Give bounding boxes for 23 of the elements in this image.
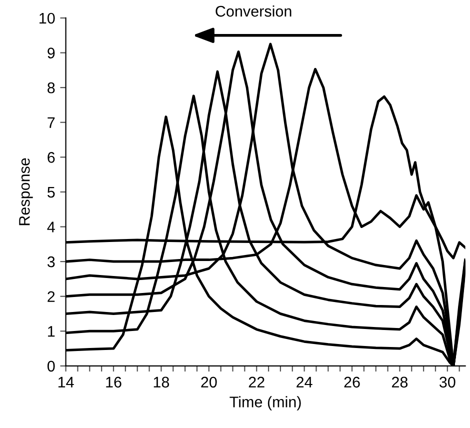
x-tick-label: 14 (58, 376, 74, 388)
x-tick-label: 24 (296, 376, 312, 388)
y-tick-label: 9 (48, 48, 55, 58)
x-tick-label: 20 (201, 376, 217, 388)
x-axis-title: Time (min) (230, 396, 301, 410)
y-tick-label: 1 (48, 326, 55, 337)
y-tick-label: 0 (47, 360, 55, 372)
y-tick-label: 5 (48, 186, 55, 198)
y-tick-label: 10 (40, 12, 55, 24)
text: Conversion (216, 5, 292, 17)
y-tick-label: 2 (48, 291, 55, 302)
y-axis-title: Response (19, 158, 33, 226)
x-tick-label: 16 (106, 376, 122, 388)
x-tick-label: 18 (154, 376, 170, 388)
y-tick-label: 7 (48, 117, 55, 128)
x-tick-label: 30 (440, 376, 456, 388)
y-tick-label: 8 (48, 82, 55, 94)
x-tick-label: 26 (344, 376, 360, 388)
y-tick-label: 4 (47, 222, 55, 232)
x-tick-label: 28 (392, 376, 408, 388)
y-tick-label: 3 (47, 256, 55, 268)
x-tick-label: 22 (248, 376, 264, 388)
y-tick-label: 6 (48, 152, 55, 163)
